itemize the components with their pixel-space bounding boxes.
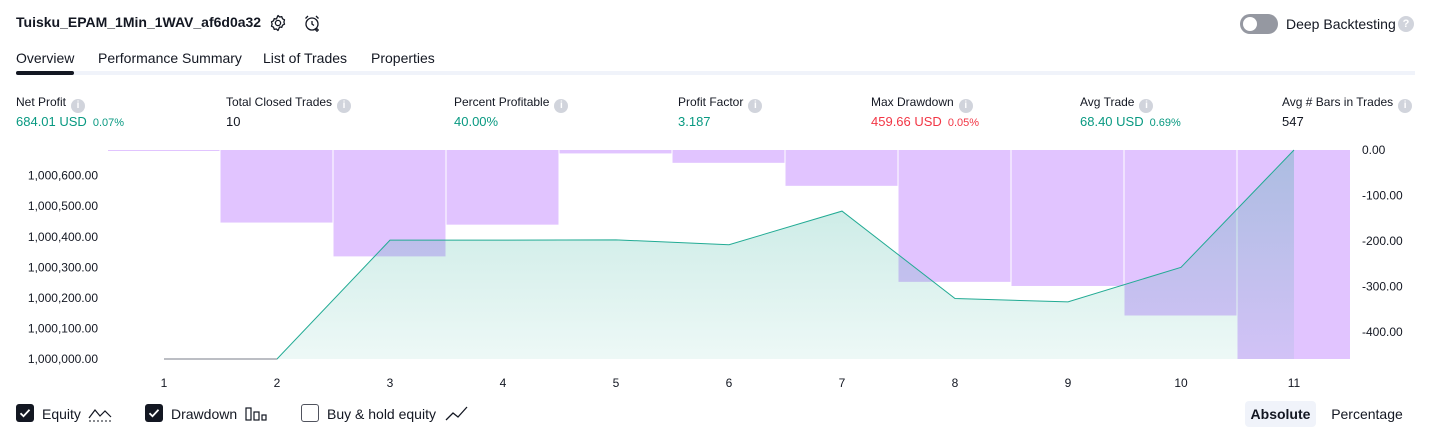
drawdown-bars-icon — [245, 404, 269, 424]
info-icon[interactable]: i — [1139, 99, 1154, 113]
drawdown-bar — [333, 150, 446, 257]
drawdown-bar — [672, 150, 785, 163]
info-icon[interactable]: i — [1398, 99, 1413, 113]
equity-line-icon — [88, 404, 112, 424]
x-tick-label: 7 — [839, 376, 846, 390]
deep-backtesting-toggle[interactable] — [1240, 14, 1278, 34]
left-tick-label: 1,000,100.00 — [28, 321, 98, 335]
active-tab-indicator — [16, 71, 74, 75]
profit-factor-value: 3.187 — [678, 114, 711, 129]
avg-bars-label: Avg # Bars in Trades i — [1282, 95, 1413, 113]
percentage-mode-button[interactable]: Percentage — [1331, 406, 1403, 422]
info-icon[interactable]: i — [337, 99, 352, 113]
buy-hold-checkbox[interactable] — [301, 404, 319, 422]
trend-line-icon — [445, 404, 469, 424]
net-profit-value: 684.01 USD 0.07% — [16, 114, 125, 129]
legend-buy-hold-label: Buy & hold equity — [327, 406, 436, 422]
alarm-add-icon[interactable] — [302, 13, 322, 33]
info-icon[interactable]: i — [554, 99, 569, 113]
right-tick-label: -300.00 — [1362, 279, 1403, 293]
drawdown-bar — [1011, 150, 1124, 286]
right-tick-label: -400.00 — [1362, 325, 1403, 339]
equity-area — [163, 149, 1295, 360]
help-icon[interactable]: ? — [1398, 16, 1414, 32]
legend-drawdown[interactable]: Drawdown — [145, 404, 270, 424]
toggle-knob — [1243, 17, 1257, 31]
drawdown-bar — [446, 150, 559, 225]
legend-equity-label: Equity — [42, 406, 81, 422]
info-icon[interactable]: i — [71, 99, 86, 113]
tab-properties[interactable]: Properties — [371, 50, 435, 66]
drawdown-bar — [898, 150, 1011, 282]
tabs-divider — [16, 71, 1415, 75]
settings-icon[interactable] — [268, 13, 288, 33]
x-tick-label: 5 — [613, 376, 620, 390]
left-tick-label: 1,000,600.00 — [28, 169, 98, 183]
absolute-mode-button[interactable]: Absolute — [1245, 401, 1316, 427]
net-profit-label: Net Profit i — [16, 95, 86, 113]
avg-trade-value: 68.40 USD 0.69% — [1080, 114, 1181, 129]
tab-bar: Overview Performance Summary List of Tra… — [16, 48, 1415, 76]
x-tick-label: 10 — [1174, 376, 1188, 390]
max-drawdown-label: Max Drawdown i — [871, 95, 973, 113]
tab-list-of-trades[interactable]: List of Trades — [263, 50, 348, 66]
profit-factor-label: Profit Factor i — [678, 95, 763, 113]
right-tick-label: -200.00 — [1362, 234, 1403, 248]
x-tick-label: 8 — [952, 376, 959, 390]
x-tick-label: 11 — [1288, 376, 1301, 390]
total-closed-trades-label: Total Closed Trades i — [226, 95, 352, 113]
strategy-title: Tuisku_EPAM_1Min_1WAV_af6d0a32 — [16, 14, 262, 30]
right-tick-label: -100.00 — [1362, 188, 1403, 202]
legend-buy-hold[interactable]: Buy & hold equity — [301, 404, 471, 424]
left-axis: 1,000,000.00 1,000,100.00 1,000,200.00 1,00… — [28, 169, 98, 366]
x-tick-label: 6 — [726, 376, 733, 390]
equity-drawdown-chart[interactable]: 1,000,000.00 1,000,100.00 1,000,200.00 1,00… — [0, 140, 1431, 395]
equity-checkbox[interactable] — [16, 404, 34, 422]
tab-overview[interactable]: Overview — [16, 50, 75, 66]
drawdown-checkbox[interactable] — [145, 404, 163, 422]
equity-fill — [164, 150, 1294, 359]
tab-performance-summary[interactable]: Performance Summary — [98, 50, 242, 66]
percent-profitable-value: 40.00% — [454, 114, 499, 129]
total-closed-trades-value: 10 — [226, 114, 241, 129]
left-tick-label: 1,000,300.00 — [28, 260, 98, 274]
percent-profitable-label: Percent Profitable i — [454, 95, 569, 113]
x-axis: 1 2 3 4 5 6 7 8 9 10 11 — [161, 376, 1301, 390]
max-drawdown-value: 459.66 USD 0.05% — [871, 114, 980, 129]
x-tick-label: 9 — [1065, 376, 1072, 390]
legend-drawdown-label: Drawdown — [171, 406, 238, 422]
x-tick-label: 4 — [500, 376, 507, 390]
net-profit-percent: 0.07% — [92, 117, 125, 129]
info-icon[interactable]: i — [748, 99, 763, 113]
left-tick-label: 1,000,500.00 — [28, 199, 98, 213]
right-tick-label: 0.00 — [1362, 143, 1386, 157]
legend-equity[interactable]: Equity — [16, 404, 116, 424]
left-tick-label: 1,000,400.00 — [28, 230, 98, 244]
left-tick-label: 1,000,000.00 — [28, 352, 98, 366]
left-tick-label: 1,000,200.00 — [28, 291, 98, 305]
drawdown-bar — [785, 150, 898, 186]
deep-backtesting-label: Deep Backtesting — [1286, 16, 1396, 32]
avg-bars-value: 547 — [1282, 114, 1304, 129]
max-drawdown-percent: 0.05% — [947, 117, 980, 129]
drawdown-bar — [108, 150, 220, 151]
drawdown-bar — [559, 150, 672, 154]
avg-trade-percent: 0.69% — [1149, 117, 1181, 129]
x-tick-label: 1 — [161, 376, 168, 390]
drawdown-bar — [220, 150, 333, 223]
x-tick-label: 2 — [274, 376, 281, 390]
info-icon[interactable]: i — [958, 99, 973, 113]
x-tick-label: 3 — [387, 376, 394, 390]
right-axis: 0.00 -100.00 -200.00 -300.00 -400.00 — [1362, 143, 1403, 339]
avg-trade-label: Avg Trade i — [1080, 95, 1154, 113]
